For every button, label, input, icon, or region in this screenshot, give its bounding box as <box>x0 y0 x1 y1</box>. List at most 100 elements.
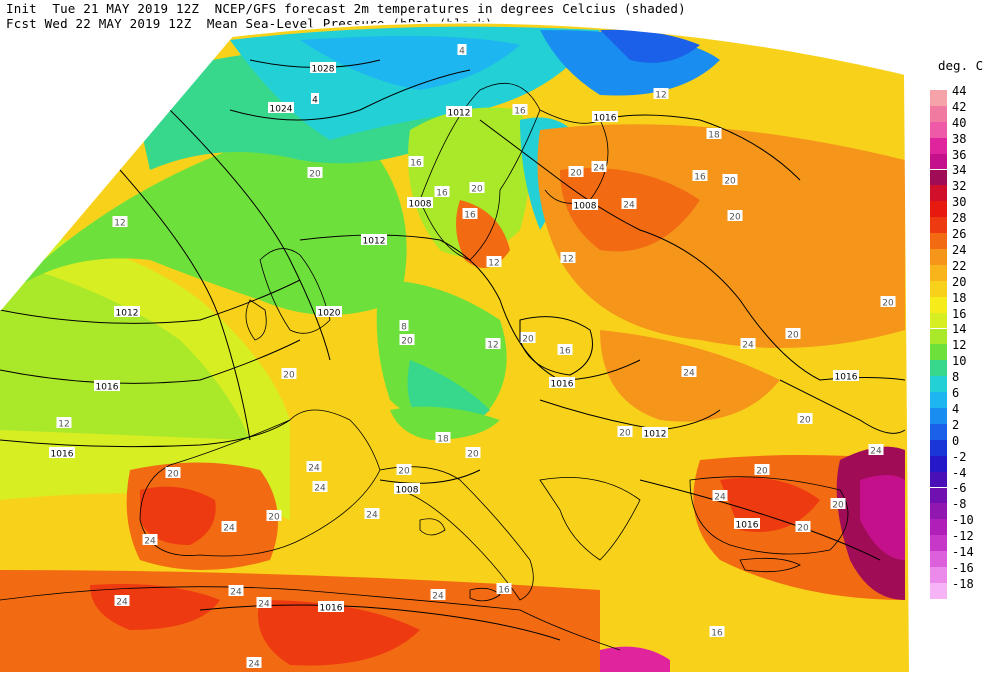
legend-tick-label: 42 <box>952 99 967 114</box>
legend-swatch <box>930 105 947 122</box>
svg-text:24: 24 <box>248 660 260 670</box>
svg-text:24: 24 <box>623 201 635 211</box>
isobar-value-label: 1016 <box>94 380 120 393</box>
temperature-contour-label: 20 <box>568 166 584 179</box>
header-line-init: Init Tue 21 MAY 2019 12Z NCEP/GFS foreca… <box>6 1 686 16</box>
legend-tick-label: 24 <box>952 242 967 257</box>
legend-tick-label: -18 <box>952 576 974 591</box>
legend-swatch <box>930 280 947 297</box>
svg-text:20: 20 <box>570 169 582 179</box>
svg-text:1008: 1008 <box>574 202 597 212</box>
legend-tick-label: -4 <box>952 465 967 480</box>
isobar-value-label: 1016 <box>833 370 859 383</box>
legend-swatch <box>930 551 947 567</box>
svg-text:20: 20 <box>401 337 413 347</box>
legend-tick-label: 0 <box>952 433 960 448</box>
coastlines <box>0 82 849 651</box>
temperature-contour-label: 20 <box>469 182 485 195</box>
legend-tick-label: 22 <box>952 258 967 273</box>
svg-text:12: 12 <box>655 91 666 101</box>
legend-swatch <box>930 153 947 170</box>
legend-tick-label: 8 <box>952 370 960 385</box>
svg-text:1016: 1016 <box>96 383 119 393</box>
svg-text:1012: 1012 <box>363 237 386 247</box>
temperature-contour-label: 20 <box>785 328 801 341</box>
temperature-contour-label: 12 <box>560 252 576 265</box>
legend-swatch <box>930 582 947 599</box>
isobar-value-label: 1016 <box>592 111 618 124</box>
svg-text:24: 24 <box>230 588 242 598</box>
svg-text:1012: 1012 <box>644 430 667 440</box>
temperature-contour-label: 12 <box>56 417 72 430</box>
temperature-contour-label: 16 <box>462 208 478 221</box>
svg-text:16: 16 <box>514 107 526 117</box>
temperature-contour-label: 20 <box>727 210 743 223</box>
legend-swatch <box>930 137 947 154</box>
legend-swatch <box>930 535 947 552</box>
temperature-contour-label: 24 <box>312 481 328 494</box>
svg-text:24: 24 <box>366 511 378 521</box>
svg-text:24: 24 <box>314 484 326 494</box>
legend-swatch <box>930 121 947 138</box>
legend-tick-label: 16 <box>952 306 967 321</box>
legend-tick-label: 28 <box>952 211 967 226</box>
temperature-contour-label: 24 <box>712 490 728 503</box>
legend-swatch <box>930 360 947 377</box>
isobar-value-label: 1016 <box>49 447 75 460</box>
legend-swatch <box>930 455 947 472</box>
legend-tick-label: -2 <box>952 449 967 464</box>
temperature-contour-label: 20 <box>722 174 738 187</box>
temperature-contour-label: 20 <box>396 464 412 477</box>
svg-text:1016: 1016 <box>551 380 574 390</box>
map-border <box>0 21 911 673</box>
svg-text:4: 4 <box>459 47 465 57</box>
temperature-contour-label: 16 <box>557 344 573 357</box>
legend-swatch <box>930 392 947 408</box>
svg-text:1008: 1008 <box>409 200 432 210</box>
svg-text:24: 24 <box>742 341 754 351</box>
svg-text:20: 20 <box>167 470 179 480</box>
isobar-value-label: 1012 <box>114 306 140 319</box>
isobar-value-label: 1016 <box>549 377 575 390</box>
isobar-value-label: 1016 <box>734 518 760 531</box>
legend-swatch <box>930 376 947 393</box>
svg-text:16: 16 <box>436 189 448 199</box>
legend-tick-label: 6 <box>952 386 960 401</box>
legend-swatch <box>930 264 947 281</box>
temperature-contour-label: 12 <box>485 338 501 351</box>
legend-tick-label: 38 <box>952 131 967 146</box>
isobar-labels: 1028 4 1024 1020 1016 1012 1008 1012 1012 1016 101… <box>49 62 859 614</box>
legend-swatch <box>930 423 947 440</box>
legend-tick-label: 32 <box>952 179 967 194</box>
temperature-contour-label: 16 <box>496 583 512 596</box>
svg-text:1016: 1016 <box>320 604 343 614</box>
svg-text:24: 24 <box>432 592 444 602</box>
temperature-contour-label: 20 <box>266 510 282 523</box>
legend-swatch <box>930 439 947 456</box>
temperature-contour-label: 20 <box>399 334 415 347</box>
legend-tick-label: -16 <box>952 560 974 575</box>
temperature-contour-label: 8 <box>399 320 409 333</box>
svg-text:20: 20 <box>882 299 894 309</box>
svg-text:1008: 1008 <box>396 486 419 496</box>
svg-text:20: 20 <box>832 501 844 511</box>
legend-tick-label: 18 <box>952 290 967 305</box>
temperature-contour-label: 12 <box>486 256 502 269</box>
svg-text:1020: 1020 <box>318 309 341 319</box>
isobar-lines <box>0 59 906 641</box>
svg-text:20: 20 <box>268 513 280 523</box>
temperature-contour-label: 24 <box>868 444 884 457</box>
svg-text:20: 20 <box>471 185 483 195</box>
svg-text:1016: 1016 <box>594 114 617 124</box>
legend-swatch <box>930 169 947 186</box>
isobar-value-label: 1008 <box>407 197 433 210</box>
legend-swatch <box>930 312 947 329</box>
svg-text:1016: 1016 <box>736 521 759 531</box>
svg-text:24: 24 <box>223 524 235 534</box>
temperature-labels: 4 16 12 18 16 16 20 20 24 24 20 16 20 12 16 12 20 20 16 24 2… <box>56 44 896 670</box>
legend-tick-label: 36 <box>952 147 967 162</box>
legend-tick-label: -12 <box>952 529 974 544</box>
svg-text:1012: 1012 <box>448 109 471 119</box>
temperature-contour-label: 24 <box>591 161 607 174</box>
legend-swatch <box>930 567 947 583</box>
